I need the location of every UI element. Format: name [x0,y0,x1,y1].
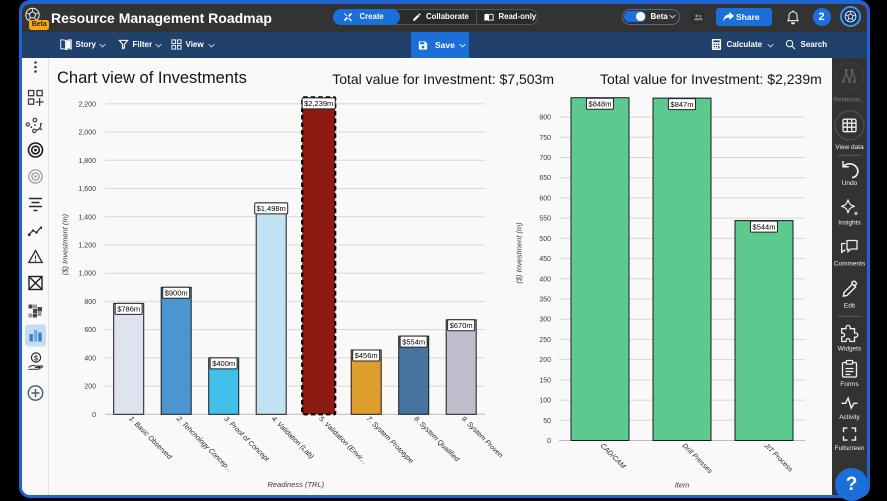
svg-text:Drill Presses: Drill Presses [680,442,713,475]
svg-text:$: $ [34,356,38,363]
svg-text:1,200: 1,200 [78,243,96,250]
svg-text:750: 750 [539,135,551,142]
svg-text:View data: View data [835,144,864,151]
svg-text:Edit: Edit [843,302,854,309]
svg-text:$670m: $670m [449,321,472,330]
svg-text:0: 0 [547,438,551,445]
svg-text:450: 450 [539,256,551,263]
svg-text:100: 100 [539,398,551,405]
svg-text:$786m: $786m [117,305,140,314]
svg-text:0: 0 [92,412,96,419]
svg-text:$456m: $456m [354,351,377,360]
svg-text:$900m: $900m [164,289,187,298]
svg-text:Undo: Undo [841,180,857,187]
svg-text:8. System Qualified: 8. System Qualified [412,415,461,464]
svg-text:3. Proof of Concept: 3. Proof of Concept [222,415,270,463]
svg-text:800: 800 [539,115,551,122]
svg-text:650: 650 [539,175,551,182]
svg-text:Insights: Insights [838,220,861,227]
svg-text:200: 200 [84,384,96,391]
svg-text:$1,498m: $1,498m [256,204,285,213]
svg-text:600: 600 [84,327,96,334]
svg-text:CAD/CAM: CAD/CAM [598,442,626,470]
svg-text:$554m: $554m [402,337,425,346]
svg-text:JIT Process: JIT Process [761,442,793,474]
svg-text:600: 600 [539,195,551,202]
svg-text:Forms: Forms [840,381,859,388]
svg-text:150: 150 [539,377,551,384]
svg-text:300: 300 [539,317,551,324]
svg-text:$2,239m: $2,239m [304,99,333,108]
svg-text:1,800: 1,800 [78,158,96,165]
svg-text:$400m: $400m [212,359,235,368]
svg-text:800: 800 [84,299,96,306]
svg-text:2,200: 2,200 [78,101,96,108]
svg-text:5. Validation (Envir...: 5. Validation (Envir... [317,415,367,465]
svg-text:500: 500 [539,236,551,243]
svg-text:Item: Item [674,481,689,490]
svg-text:$847m: $847m [670,100,693,109]
svg-text:550: 550 [539,216,551,223]
svg-text:($) Investment (m): ($) Investment (m) [60,213,69,275]
svg-text:1,600: 1,600 [78,186,96,193]
svg-text:2. Tehcnology Concep...: 2. Tehcnology Concep... [174,415,233,474]
svg-text:1,000: 1,000 [78,271,96,278]
svg-text:50: 50 [543,418,551,425]
svg-text:Relations...: Relations... [833,96,866,103]
svg-text:700: 700 [539,155,551,162]
svg-text:4. Validation (Lab): 4. Validation (Lab) [269,415,314,460]
svg-text:9. System Proven: 9. System Proven [459,415,503,459]
svg-text:$848m: $848m [588,99,611,108]
svg-text:7. System Prototype: 7. System Prototype [364,415,414,465]
svg-text:($) Investment (m): ($) Investment (m) [514,222,523,284]
svg-text:1,400: 1,400 [78,214,96,221]
svg-text:Readiness (TRL): Readiness (TRL) [267,480,324,489]
svg-text:Fullscreen: Fullscreen [834,445,864,452]
svg-text:1. Basic Observed: 1. Basic Observed [127,415,173,461]
svg-text:Activity: Activity [839,414,860,421]
svg-text:2,000: 2,000 [78,130,96,137]
svg-text:250: 250 [539,337,551,344]
svg-text:200: 200 [539,357,551,364]
svg-text:400: 400 [84,355,96,362]
svg-text:Comments: Comments [833,261,865,268]
svg-text:350: 350 [539,297,551,304]
svg-text:400: 400 [539,276,551,283]
svg-text:$544m: $544m [752,222,775,231]
svg-text:Widgets: Widgets [837,346,861,353]
